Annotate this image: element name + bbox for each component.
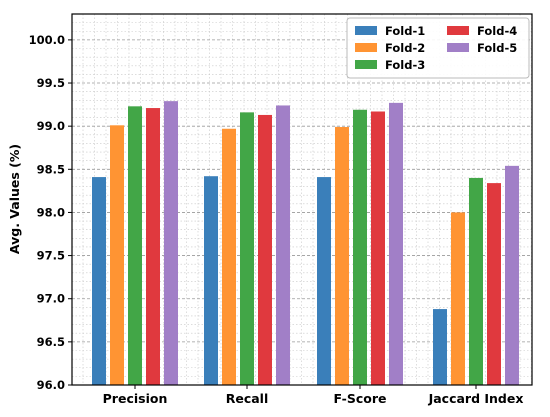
legend-swatch bbox=[355, 26, 377, 35]
y-axis-label: Avg. Values (%) bbox=[7, 144, 22, 254]
y-tick-label: 96.0 bbox=[37, 378, 65, 392]
legend-swatch bbox=[447, 26, 469, 35]
bar-fold-5-recall bbox=[276, 105, 290, 385]
x-tick-label: Jaccard Index bbox=[428, 391, 524, 406]
bar-fold-5-jaccard-index bbox=[505, 165, 519, 385]
bar-fold-4-precision bbox=[146, 108, 160, 385]
bar-fold-5-f-score bbox=[389, 102, 403, 386]
legend-label: Fold-4 bbox=[477, 24, 517, 38]
bar-fold-5-precision bbox=[164, 101, 178, 386]
legend: Fold-1 Fold-4 Fold-2 Fold-5 Fold-3 bbox=[346, 17, 530, 79]
legend-swatch bbox=[355, 43, 377, 52]
bar-fold-3-recall bbox=[240, 112, 254, 385]
legend-swatch bbox=[355, 60, 377, 69]
y-tick-label: 97.0 bbox=[37, 292, 65, 306]
bar-fold-2-f-score bbox=[335, 127, 349, 386]
legend-box bbox=[346, 17, 530, 79]
x-tick-label: Recall bbox=[226, 391, 269, 406]
bar-fold-4-recall bbox=[258, 114, 272, 386]
bars-layer bbox=[92, 101, 519, 386]
bar-fold-2-precision bbox=[110, 125, 124, 386]
axes-layer: 96.0 96.5 97.0 97.5 98.0 98.5 99.0 99.5 100.0 Pre… bbox=[29, 33, 524, 406]
legend-label: Fold-5 bbox=[477, 41, 517, 55]
bar-fold-1-recall bbox=[204, 176, 218, 385]
x-tick-label: Precision bbox=[103, 391, 168, 406]
bar-fold-2-jaccard-index bbox=[451, 212, 465, 385]
bar-fold-3-precision bbox=[128, 106, 142, 385]
bar-fold-4-f-score bbox=[371, 111, 385, 385]
bar-fold-3-jaccard-index bbox=[469, 177, 483, 385]
legend-swatch bbox=[447, 43, 469, 52]
y-tick-label: 98.0 bbox=[37, 205, 65, 219]
x-tick-label: F-Score bbox=[334, 391, 387, 406]
bar-fold-3-f-score bbox=[353, 109, 367, 385]
legend-label: Fold-3 bbox=[385, 58, 425, 72]
bar-fold-1-jaccard-index bbox=[433, 309, 447, 385]
y-tick-label: 98.5 bbox=[37, 162, 65, 176]
y-tick-label: 100.0 bbox=[29, 33, 65, 47]
legend-label: Fold-2 bbox=[385, 41, 425, 55]
bar-fold-2-recall bbox=[222, 128, 236, 385]
y-tick-label: 99.5 bbox=[37, 76, 65, 90]
bar-fold-1-f-score bbox=[317, 177, 331, 385]
y-tick-label: 97.5 bbox=[37, 249, 65, 263]
bar-fold-4-jaccard-index bbox=[487, 183, 501, 385]
y-tick-label: 99.0 bbox=[37, 119, 65, 133]
legend-label: Fold-1 bbox=[385, 24, 425, 38]
plot-frame bbox=[71, 13, 533, 386]
bar-fold-1-precision bbox=[92, 177, 106, 385]
y-tick-label: 96.5 bbox=[37, 335, 65, 349]
